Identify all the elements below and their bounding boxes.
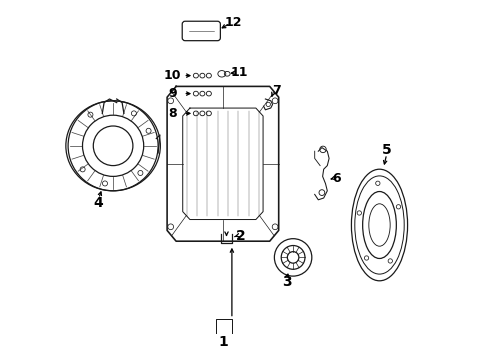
Text: 9: 9 (168, 87, 177, 100)
Text: 10: 10 (163, 69, 181, 82)
Text: 8: 8 (168, 107, 177, 120)
Text: 1: 1 (218, 335, 228, 349)
Text: 7: 7 (271, 84, 280, 97)
Text: 6: 6 (331, 172, 340, 185)
Text: 12: 12 (224, 16, 242, 29)
Text: 3: 3 (281, 275, 291, 288)
Text: 2: 2 (236, 229, 245, 243)
Text: 5: 5 (381, 144, 391, 157)
Text: 11: 11 (230, 66, 247, 78)
Text: 4: 4 (94, 197, 103, 210)
